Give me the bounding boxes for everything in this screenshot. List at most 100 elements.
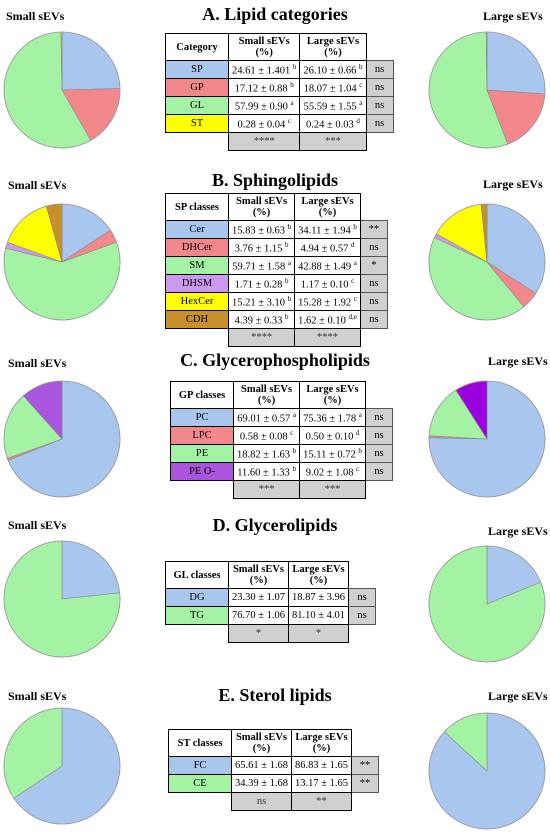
table-row: DHSM 1.71 ± 0.28 b 1.17 ± 0.10 c ns (165, 274, 388, 293)
large-value-superscript: a (359, 98, 363, 107)
table-header-row: GP classes Small sEVs (%) Large sEVs (%) (170, 381, 393, 409)
large-value: 1.62 ± 0.10 (298, 315, 349, 327)
table-header-row: GL classes Small sEVs (%) Large sEVs (%) (165, 561, 376, 589)
panel-a-large-label: Large sEVs (483, 9, 543, 23)
table-header-cell: SP classes (165, 193, 229, 221)
table-blank-cell (349, 625, 376, 643)
small-value: 0.58 ± 0.08 (239, 431, 291, 443)
table-row: CE 34.39 ± 1.68 13.17 ± 1.65 ** (168, 774, 380, 793)
large-value-superscript: d (355, 428, 360, 437)
stats-cell: * (288, 624, 350, 643)
table-header-cell: Small sEVs (%) (230, 729, 293, 757)
table-blank-cell (365, 481, 392, 499)
large-value-cell: 34.11 ± 1.94 b (294, 220, 361, 239)
table-header-cell: Large sEVs (%) (294, 193, 361, 221)
large-value-superscript: c (359, 80, 363, 89)
large-value: 18.87 ± 3.96 (292, 592, 346, 603)
table-blank-cell (349, 562, 376, 589)
class-cell-sp: SP (165, 60, 229, 79)
table-row: LPC 0.58 ± 0.08 c 0.50 ± 0.10 d ns (170, 426, 393, 445)
small-value-cell: 69.01 ± 0.57 a (232, 408, 301, 427)
significance-cell: ns (364, 426, 393, 445)
large-value-cell: 86.83 ± 1.65 (291, 756, 353, 775)
panel-d-table: GL classes Small sEVs (%) Large sEVs (%) DG… (165, 561, 377, 643)
table-header-row: SP classes Small sEVs (%) Large sEVs (%) (165, 193, 388, 221)
significance-cell: ** (359, 220, 388, 239)
stats-row: **** *** (166, 132, 394, 151)
table-header-row: ST classes Small sEVs (%) Large sEVs (%) (168, 729, 379, 757)
panel-e-table: ST classes Small sEVs (%) Large sEVs (%) FC… (168, 729, 380, 811)
significance-cell: ns (365, 114, 394, 133)
table-header-row: Category Small sEVs (%) Large sEVs (%) (165, 33, 394, 61)
large-value-cell: 15.28 ± 1.92 c (294, 292, 361, 311)
small-value: 4.39 ± 0.33 (234, 315, 286, 327)
significance-cell: ns (365, 78, 394, 97)
significance-cell: ns (359, 292, 388, 311)
table-row: CDH 4.39 ± 0.33 b 1.62 ± 0.10 d,e ns (165, 310, 388, 329)
table-header-cell: ST classes (168, 729, 232, 757)
table-row: HexCer 15.21 ± 3.10 b 15.28 ± 1.92 c ns (165, 292, 388, 311)
significance-cell: ns (348, 606, 377, 625)
class-cell-pe-o: PE O- (170, 462, 234, 481)
panel-e-large-pie (428, 712, 546, 830)
stats-row: * * (166, 624, 376, 643)
small-value-superscript: b (292, 464, 296, 473)
table-header-cell: Large sEVs (%) (288, 561, 350, 589)
small-value: 15.21 ± 3.10 (232, 297, 288, 309)
stats-cell: **** (227, 132, 301, 151)
small-value-superscript: c (290, 428, 294, 437)
stats-row: **** **** (166, 328, 388, 347)
panel-d-large-pie (428, 545, 546, 663)
small-value-superscript: a (292, 410, 296, 419)
table-row: GP 17.12 ± 0.88 b 18.07 ± 1.04 c ns (165, 78, 394, 97)
table-row: PC 69.01 ± 0.57 a 75.36 ± 1.78 a ns (170, 408, 393, 427)
large-value-superscript: a (353, 258, 357, 267)
small-value-cell: 18.82 ± 1.63 b (232, 444, 301, 463)
table-blank-cell (360, 329, 387, 347)
large-value: 81.10 ± 4.01 (292, 610, 346, 621)
small-value-superscript: a (287, 258, 291, 267)
table-header-cell: Category (165, 33, 229, 61)
small-value: 65.61 ± 1.68 (235, 760, 289, 771)
panel-c-table: GP classes Small sEVs (%) Large sEVs (%) PC… (170, 381, 393, 499)
small-value-cell: 15.21 ± 3.10 b (227, 292, 296, 311)
panel-c-title: C. Glycerophospholipids (180, 350, 370, 370)
large-value-superscript: a (358, 410, 362, 419)
large-value-cell: 26.10 ± 0.66 b (299, 60, 367, 79)
large-value-cell: 1.17 ± 0.10 c (294, 274, 361, 293)
large-value: 15.28 ± 1.92 (298, 297, 354, 309)
large-value-superscript: d,e (348, 312, 357, 321)
small-value-cell: 76.70 ± 1.06 (227, 606, 290, 625)
small-value-cell: 11.60 ± 1.33 b (232, 462, 301, 481)
small-value-superscript: b (292, 446, 297, 455)
small-value: 23.30 ± 1.07 (232, 592, 286, 603)
panel-d-small-pie (3, 540, 121, 658)
table-header-cell: Small sEVs (%) (232, 381, 301, 409)
large-value-superscript: b (353, 222, 357, 231)
class-cell-gl: GL (165, 96, 229, 115)
large-value: 86.83 ± 1.65 (295, 760, 349, 771)
class-cell-hexcer: HexCer (165, 292, 229, 311)
panel-a-small-pie (3, 31, 121, 149)
class-cell-fc: FC (168, 756, 232, 775)
panel-a-title: A. Lipid categories (202, 4, 348, 24)
small-value: 24.61 ± 1.401 (232, 65, 293, 77)
panel-b-small-pie (3, 203, 121, 321)
small-value-cell: 3.76 ± 1.15 b (227, 238, 296, 257)
stats-row: ns ** (169, 792, 379, 811)
panel-e-title: E. Sterol lipids (218, 685, 332, 705)
table-row: ST 0.28 ± 0.04 c 0.24 ± 0.03 d ns (165, 114, 394, 133)
panel-c-large-pie (428, 380, 546, 498)
small-value-cell: 24.61 ± 1.401 b (227, 60, 301, 79)
small-value-cell: 17.12 ± 0.88 b (227, 78, 301, 97)
panel-a-small-slice-sp (61, 31, 121, 91)
small-value-cell: 0.58 ± 0.08 c (232, 426, 301, 445)
small-value: 59.71 ± 1.58 (232, 261, 288, 273)
class-cell-sm: SM (165, 256, 229, 275)
table-row: PE O- 11.60 ± 1.33 b 9.02 ± 1.08 c ns (170, 462, 393, 481)
class-cell-dhcer: DHCer (165, 238, 229, 257)
large-value-superscript: d (356, 116, 360, 125)
small-value-cell: 1.71 ± 0.28 b (227, 274, 296, 293)
large-value: 0.24 ± 0.03 (306, 119, 357, 131)
class-cell-gp: GP (165, 78, 229, 97)
